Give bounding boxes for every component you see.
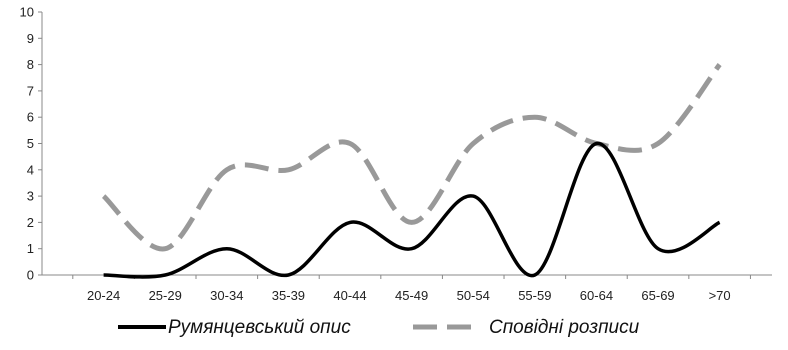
y-tick-label: 1 xyxy=(27,241,34,256)
y-tick-label: 5 xyxy=(27,136,34,151)
x-tick-label: 60-64 xyxy=(580,288,613,303)
x-tick-label: 40-44 xyxy=(333,288,366,303)
y-tick-label: 0 xyxy=(27,268,34,283)
y-tick-label: 9 xyxy=(27,31,34,46)
series-line-rumyantsev xyxy=(103,141,721,279)
legend-label-rumyantsev: Румянцевський опис xyxy=(168,317,351,338)
y-tick-label: 10 xyxy=(20,5,34,20)
series-layer xyxy=(101,63,722,279)
x-tick-label: >70 xyxy=(709,288,731,303)
y-tick-label: 7 xyxy=(27,83,34,98)
x-tick-label: 45-49 xyxy=(395,288,428,303)
y-tick-label: 6 xyxy=(27,110,34,125)
x-tick-label: 35-39 xyxy=(272,288,305,303)
y-tick-label: 2 xyxy=(27,215,34,230)
x-tick-label: 30-34 xyxy=(210,288,243,303)
x-tick-label: 55-59 xyxy=(518,288,551,303)
y-axis: 0 1 2 3 4 5 6 7 8 9 10 xyxy=(20,5,43,283)
legend-label-spovidni: Сповідні розписи xyxy=(489,317,640,338)
y-tick-label: 3 xyxy=(27,189,34,204)
legend: Румянцевський опис Сповідні розписи xyxy=(118,317,640,338)
x-axis: 20-24 25-29 30-34 35-39 40-44 45-49 50-54 55-59… xyxy=(42,274,772,303)
x-tick-label: 20-24 xyxy=(87,288,120,303)
y-tick-label: 8 xyxy=(27,57,34,72)
x-tick-label: 50-54 xyxy=(457,288,490,303)
series-line-spovidni xyxy=(101,63,722,252)
x-tick-label: 25-29 xyxy=(149,288,182,303)
x-tick-label: 65-69 xyxy=(641,288,674,303)
y-tick-label: 4 xyxy=(27,162,34,177)
